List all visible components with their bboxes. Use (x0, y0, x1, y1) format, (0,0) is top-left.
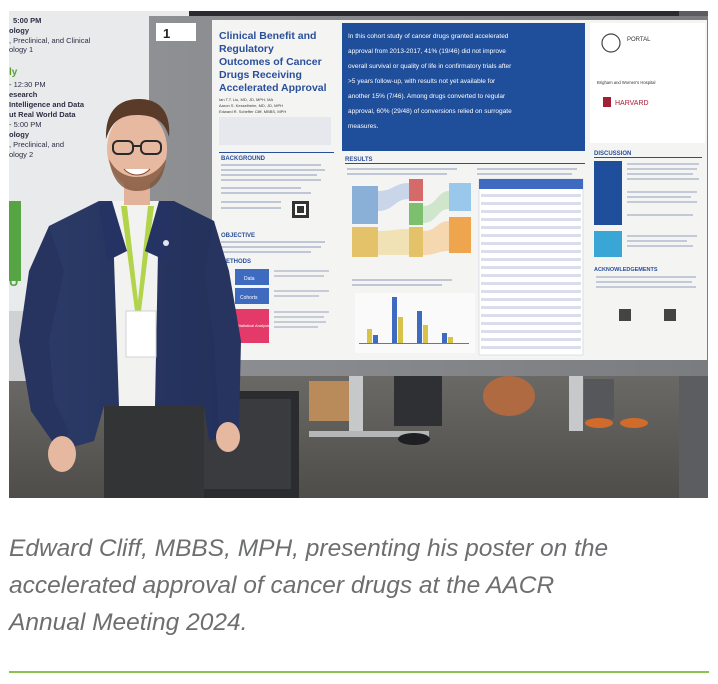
results-table (478, 178, 584, 356)
key-finding-line: >5 years follow-up, with results not yet… (348, 78, 496, 85)
poster-title-line: Outcomes of Cancer (219, 56, 322, 68)
method-label: Statistical Analysis (237, 323, 270, 328)
backdrop-line: ology (9, 26, 30, 35)
harvard-shield-icon (603, 97, 611, 107)
key-finding-box (342, 23, 585, 151)
backdrop-line: , Preclinical, and (9, 140, 64, 149)
backdrop-line: ut Real World Data (9, 110, 76, 119)
backdrop-line: Intelligence and Data (9, 100, 85, 109)
poster-author: Edward R. Scheffer Cliff, MBBS, MPH (219, 109, 286, 114)
portal-logo-icon (601, 33, 621, 53)
key-finding-line: overall survival or quality of life in c… (348, 63, 512, 70)
lapel-pin-icon (163, 240, 169, 246)
backdrop-line: - 5:00 PM (9, 120, 42, 129)
backdrop-line: ology 1 (9, 45, 33, 54)
section-heading: OBJECTIVE (221, 233, 255, 239)
qr-code-icon (619, 309, 631, 321)
backdrop-line: R (9, 251, 19, 266)
backdrop-line: 5:00 PM (13, 16, 41, 25)
backdrop-line: ology 2 (9, 150, 33, 159)
caption-line: Edward Cliff, MBBS, MPH, presenting his … (9, 535, 609, 562)
backdrop-line: , Preclinical, and Clinical (9, 36, 91, 45)
bag (483, 376, 535, 416)
discussion-box (594, 231, 622, 257)
key-finding-line: approval, 60% (29/48) of conversions rel… (348, 108, 512, 115)
backdrop-line: ly (9, 67, 18, 78)
section-heading: METHODS (221, 259, 251, 265)
head (107, 111, 167, 187)
poster-title-line: Accelerated Approval (219, 82, 327, 94)
glasses-icon (112, 140, 162, 155)
backdrop-line: esearch (9, 90, 38, 99)
poster-title-line: Clinical Benefit and (219, 30, 316, 42)
section-heading: RESULTS (345, 157, 373, 163)
section-heading: DISCUSSION (594, 151, 631, 157)
photo-scene: 5:00 PM ology , Preclinical, and Clinica… (9, 11, 708, 498)
method-box-statistics (235, 309, 269, 343)
backdrop-line: U (9, 274, 18, 289)
presenter (19, 99, 241, 498)
method-label: Cohorts (240, 295, 258, 301)
caption-line: Annual Meeting 2024. (9, 609, 248, 636)
hand (48, 436, 76, 472)
method-box-data (235, 269, 269, 285)
backdrop-line: - 12:30 PM (9, 80, 46, 89)
caption-line: accelerated approval of cancer drugs at … (9, 572, 555, 599)
poster-title-line: Regulatory (219, 43, 274, 55)
poster-author: Aaron S. Kesselheim, MD, JD, MPH (219, 103, 283, 108)
photo-caption: Edward Cliff, MBBS, MPH, presenting his … (9, 530, 709, 641)
divider-line (9, 671, 709, 673)
poster-photo: 5:00 PM ology , Preclinical, and Clinica… (9, 11, 708, 498)
key-finding-line: In this cohort study of cancer drugs gra… (348, 33, 509, 40)
method-label: Data (244, 276, 255, 282)
brigham-logo-text: Brigham and Women's Hospital (597, 80, 656, 85)
hand (216, 422, 240, 452)
key-finding-line: measures. (348, 123, 379, 130)
poster-author: Ian T.T. Liu, MD, JD, MPH, MA (219, 97, 273, 102)
backdrop-line: ology (9, 130, 30, 139)
sankey-figure (352, 179, 471, 257)
key-finding-line: another 15% (7/46). Among drugs converte… (348, 93, 506, 100)
method-box-cohorts (235, 288, 269, 304)
panel-number: 1 (163, 26, 170, 41)
bar-figure (355, 293, 475, 353)
discussion-box (594, 161, 622, 225)
portal-logo-text: PORTAL (627, 37, 651, 43)
name-badge (125, 310, 157, 358)
harvard-logo-text: HARVARD (615, 100, 649, 107)
poster-title-line: Drugs Receiving (219, 69, 302, 81)
key-finding-line: approval from 2013-2017, 41% (19/46) did… (348, 48, 506, 55)
qr-code-icon (664, 309, 676, 321)
section-heading: ACKNOWLEDGEMENTS (594, 267, 658, 273)
section-heading: BACKGROUND (221, 156, 266, 162)
